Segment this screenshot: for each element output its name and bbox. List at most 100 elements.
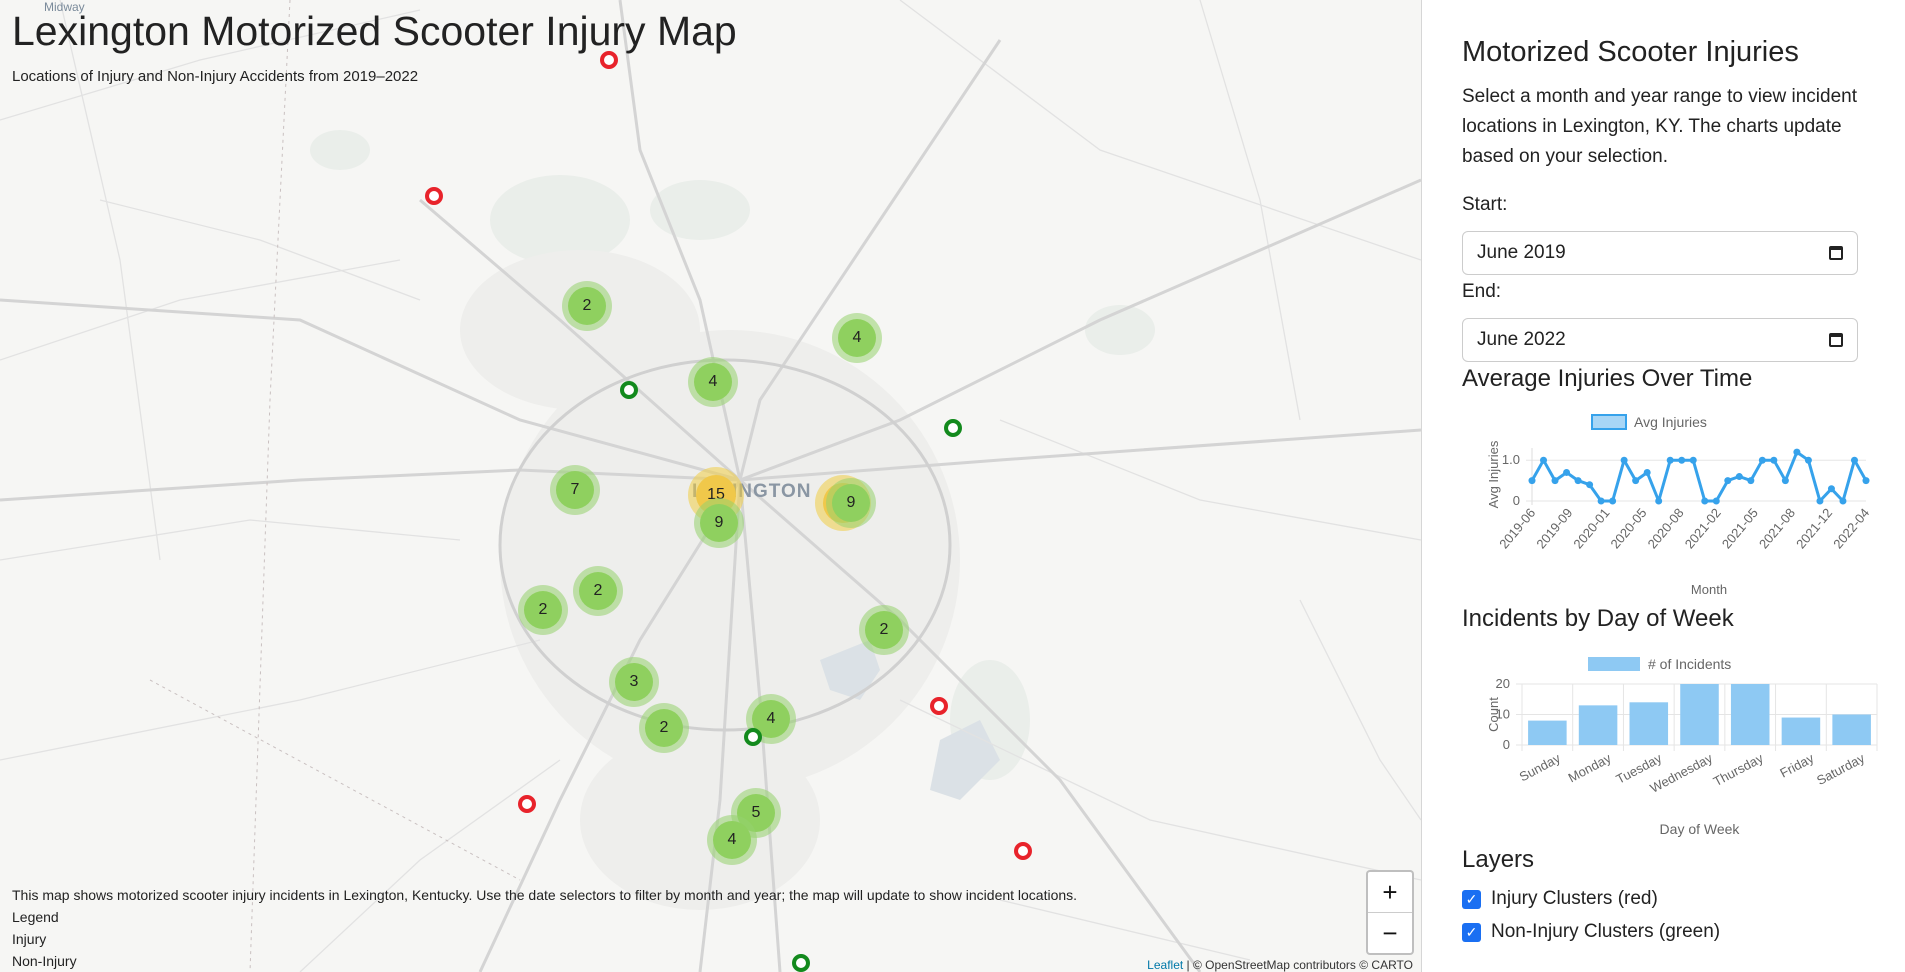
data-point bbox=[1551, 477, 1559, 485]
checkbox-checked-icon[interactable]: ✓ bbox=[1462, 922, 1481, 942]
data-point bbox=[1781, 477, 1789, 485]
data-point bbox=[1609, 497, 1617, 505]
cluster-count: 9 bbox=[700, 504, 738, 542]
cluster-marker[interactable]: 9 bbox=[826, 478, 876, 528]
layer-toggle-non-injury[interactable]: ✓ Non-Injury Clusters (green) bbox=[1462, 921, 1720, 943]
data-point bbox=[1724, 477, 1732, 485]
cluster-count: 7 bbox=[556, 471, 594, 509]
map-description: This map shows motorized scooter injury … bbox=[12, 887, 1078, 903]
data-point bbox=[1816, 497, 1824, 505]
cluster-count: 2 bbox=[645, 709, 683, 747]
x-tick-label: 2020-01 bbox=[1570, 505, 1612, 551]
legend-swatch bbox=[1591, 414, 1627, 430]
x-tick-label: Thursday bbox=[1711, 750, 1766, 789]
x-tick-label: 2022-04 bbox=[1830, 505, 1872, 551]
data-point bbox=[1586, 481, 1594, 489]
cluster-marker[interactable]: 4 bbox=[707, 815, 757, 865]
data-point bbox=[1540, 456, 1548, 464]
cluster-count: 2 bbox=[568, 287, 606, 325]
end-date-value: June 2022 bbox=[1477, 329, 1566, 350]
data-point bbox=[1701, 497, 1709, 505]
cluster-marker[interactable]: 3 bbox=[609, 657, 659, 707]
data-point bbox=[1747, 477, 1755, 485]
layers-title: Layers bbox=[1462, 846, 1535, 873]
bar bbox=[1629, 702, 1669, 745]
map-view[interactable]: Lexington Motorized Scooter Injury Map L… bbox=[0, 0, 1421, 972]
cluster-marker[interactable]: 2 bbox=[573, 566, 623, 616]
calendar-icon[interactable] bbox=[1829, 246, 1843, 260]
x-tick-label: 2019-09 bbox=[1533, 505, 1575, 551]
injury-marker[interactable] bbox=[425, 187, 443, 205]
data-point bbox=[1666, 456, 1674, 464]
series-line bbox=[1530, 450, 1868, 503]
non-injury-marker[interactable] bbox=[620, 381, 638, 399]
data-point bbox=[1850, 456, 1858, 464]
map-title: Lexington Motorized Scooter Injury Map bbox=[12, 8, 737, 54]
injury-marker[interactable] bbox=[1014, 842, 1032, 860]
bar bbox=[1680, 684, 1719, 745]
non-injury-marker[interactable] bbox=[792, 954, 810, 972]
layer-label-injury: Injury Clusters (red) bbox=[1491, 888, 1658, 909]
cluster-marker[interactable]: 4 bbox=[688, 357, 738, 407]
data-point bbox=[1643, 468, 1651, 476]
y-tick-label: 0 bbox=[1503, 737, 1510, 752]
bar bbox=[1578, 705, 1618, 745]
layer-toggle-injury[interactable]: ✓ Injury Clusters (red) bbox=[1462, 888, 1658, 910]
attribution-text: | © OpenStreetMap contributors © CARTO bbox=[1186, 958, 1413, 972]
cluster-marker[interactable]: 2 bbox=[639, 703, 689, 753]
start-date-value: June 2019 bbox=[1477, 242, 1566, 263]
chart-title-avg-injuries: Average Injuries Over Time bbox=[1462, 365, 1753, 392]
data-point bbox=[1827, 485, 1835, 493]
cluster-count: 3 bbox=[615, 663, 653, 701]
end-date-input[interactable]: June 2022 bbox=[1462, 318, 1858, 362]
start-label: Start: bbox=[1462, 194, 1508, 215]
zoom-in-button[interactable]: + bbox=[1382, 876, 1398, 907]
data-point bbox=[1758, 456, 1766, 464]
injury-marker[interactable] bbox=[600, 51, 618, 69]
x-tick-label: 2020-08 bbox=[1645, 505, 1687, 551]
map-attribution: Leaflet | © OpenStreetMap contributors ©… bbox=[1147, 958, 1413, 972]
x-tick-label: 2021-12 bbox=[1793, 505, 1835, 551]
cluster-marker[interactable]: 2 bbox=[518, 585, 568, 635]
data-point bbox=[1712, 497, 1720, 505]
data-point bbox=[1563, 468, 1571, 476]
calendar-icon[interactable] bbox=[1829, 333, 1843, 347]
data-point bbox=[1689, 456, 1697, 464]
panel-description: Select a month and year range to view in… bbox=[1462, 86, 1858, 167]
bar bbox=[1832, 714, 1871, 745]
cluster-marker[interactable]: 7 bbox=[550, 465, 600, 515]
y-tick-label: 10 bbox=[1496, 707, 1510, 722]
cluster-count: 4 bbox=[838, 319, 876, 357]
x-tick-label: Sunday bbox=[1517, 750, 1563, 784]
non-injury-marker[interactable] bbox=[944, 419, 962, 437]
leaflet-link[interactable]: Leaflet bbox=[1147, 958, 1184, 972]
cluster-marker[interactable]: 9 bbox=[694, 498, 744, 548]
data-point bbox=[1574, 477, 1582, 485]
checkbox-checked-icon[interactable]: ✓ bbox=[1462, 889, 1481, 909]
cluster-count: 2 bbox=[524, 591, 562, 629]
y-tick-label: 0 bbox=[1513, 493, 1520, 508]
cluster-count: 4 bbox=[694, 363, 732, 401]
cluster-marker[interactable]: 4 bbox=[832, 313, 882, 363]
data-point bbox=[1632, 477, 1640, 485]
place-label-midway: Midway bbox=[44, 0, 85, 14]
zoom-out-button[interactable]: − bbox=[1368, 912, 1412, 953]
x-tick-label: Monday bbox=[1566, 750, 1614, 785]
x-tick-label: 2021-08 bbox=[1756, 505, 1798, 551]
y-tick-label: 20 bbox=[1496, 676, 1510, 691]
data-point bbox=[1793, 448, 1801, 456]
data-point bbox=[1735, 473, 1743, 481]
injury-marker[interactable] bbox=[518, 795, 536, 813]
bar bbox=[1781, 717, 1821, 745]
cluster-marker[interactable]: 2 bbox=[859, 605, 909, 655]
injury-marker[interactable] bbox=[930, 697, 948, 715]
cluster-marker[interactable]: 2 bbox=[562, 281, 612, 331]
non-injury-marker[interactable] bbox=[744, 728, 762, 746]
control-panel: Motorized Scooter Injuries Select a mont… bbox=[1421, 0, 1905, 972]
x-tick-label: Saturday bbox=[1814, 750, 1867, 788]
legend-non-injury: Non-Injury bbox=[12, 953, 77, 969]
legend-swatch bbox=[1588, 657, 1640, 671]
start-date-input[interactable]: June 2019 bbox=[1462, 231, 1858, 275]
